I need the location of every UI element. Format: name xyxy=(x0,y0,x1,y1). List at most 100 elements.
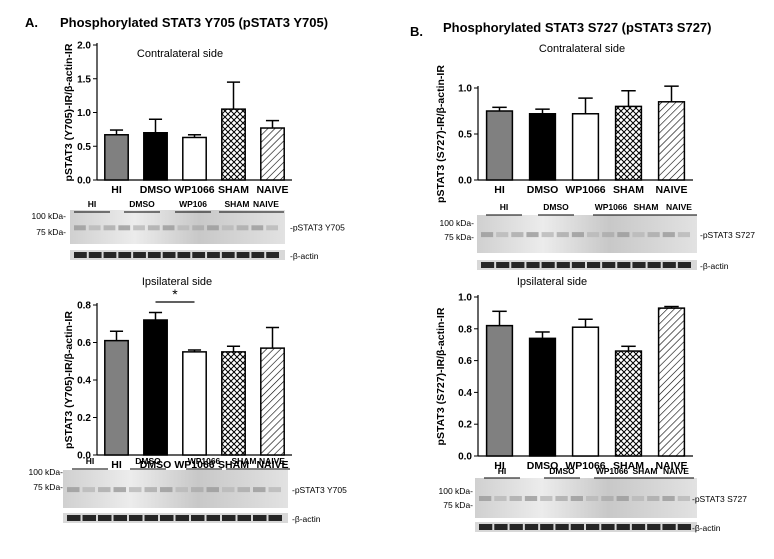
actin-band xyxy=(67,515,81,521)
y-tick-label: 1.0 xyxy=(458,293,472,304)
blot-group-label: NAIVE xyxy=(253,199,279,209)
x-tick-label: NAIVE xyxy=(256,184,288,196)
protein-band xyxy=(662,232,675,238)
actin-band xyxy=(129,515,143,521)
y-tick-label: 0.0 xyxy=(77,176,91,187)
bar-sham xyxy=(614,105,643,181)
y-tick-label: 0.4 xyxy=(458,388,472,399)
x-tick-label: WP1066 xyxy=(174,184,214,196)
protein-band xyxy=(177,225,190,231)
band-label: -β-actin xyxy=(692,523,721,533)
x-tick-label: DMSO xyxy=(140,184,172,196)
chart-a-contralateral: Contralateral side pSTAT3 (Y705)-IR/β-act… xyxy=(63,41,292,196)
protein-band xyxy=(237,487,250,493)
protein-band xyxy=(253,487,266,493)
actin-band xyxy=(191,515,205,521)
protein-band xyxy=(268,487,281,493)
y-axis-label: pSTAT3 (Y705)-IR/β-actin-IR xyxy=(63,43,75,181)
actin-band xyxy=(494,524,508,530)
actin-band xyxy=(587,262,601,268)
protein-band xyxy=(570,496,583,501)
protein-band xyxy=(647,232,660,238)
actin-band xyxy=(540,524,554,530)
protein-band xyxy=(103,225,116,231)
blot-group-label: WP1066 xyxy=(595,202,628,212)
blot-group-label: NAIVE xyxy=(666,202,692,212)
molecular-weight-marker: 100 kDa- xyxy=(439,486,474,496)
actin-band xyxy=(481,262,495,268)
actin-band xyxy=(207,252,220,258)
y-tick-label: 0.2 xyxy=(458,420,472,431)
actin-band xyxy=(496,262,510,268)
actin-band xyxy=(570,524,584,530)
protein-band xyxy=(147,225,160,231)
actin-band xyxy=(662,262,676,268)
actin-band xyxy=(647,262,661,268)
actin-band xyxy=(602,262,616,268)
y-tick-label: 0.5 xyxy=(458,130,472,141)
protein-band xyxy=(602,232,615,238)
bar-sham xyxy=(221,108,246,181)
protein-band xyxy=(221,225,234,231)
blot-group-label: NAIVE xyxy=(663,466,689,476)
actin-band xyxy=(677,262,691,268)
actin-band xyxy=(632,262,646,268)
panel-b-letter: B. xyxy=(410,24,423,39)
actin-band xyxy=(177,252,191,258)
bar-hi xyxy=(485,324,514,457)
protein-band xyxy=(160,487,173,493)
protein-band xyxy=(191,487,204,493)
molecular-weight-marker: 100 kDa- xyxy=(29,467,64,477)
blot-group-label: WP1066 xyxy=(596,466,629,476)
protein-band xyxy=(144,487,157,493)
y-tick-label: 0.6 xyxy=(458,356,472,367)
protein-band xyxy=(207,225,219,231)
blot-group-label: HI xyxy=(500,202,509,212)
protein-band xyxy=(129,487,142,493)
y-tick-label: 0.0 xyxy=(77,451,91,462)
molecular-weight-marker: 100 kDa- xyxy=(440,218,475,228)
y-tick-label: 0.8 xyxy=(77,301,91,312)
protein-band xyxy=(631,496,645,501)
actin-band xyxy=(526,262,540,268)
actin-band xyxy=(617,262,631,268)
actin-band xyxy=(133,252,146,258)
actin-band xyxy=(236,252,250,258)
western-blot-a-top: HI DMSO WP106 SHAM NAIVE 100 kDa- 75 kDa- -pSTA… xyxy=(32,199,346,261)
western-blot-b-bottom: HI DMSO WP1066 SHAM NAIVE 100 kDa- 75 kDa- -pST… xyxy=(439,466,748,533)
panel-a-title: Phosphorylated STAT3 Y705 (pSTAT3 Y705) xyxy=(60,15,328,30)
x-tick-label: DMSO xyxy=(527,184,559,196)
chart-b-contralateral: Contralateral side pSTAT3 (S727)-IR/β-act… xyxy=(435,43,693,203)
y-tick-label: 0.8 xyxy=(458,324,472,335)
protein-band xyxy=(526,232,539,238)
band-label: -β-actin xyxy=(292,514,321,524)
blot-group-label: SHAM xyxy=(632,466,657,476)
protein-band xyxy=(82,487,95,493)
blot-group-label: DMSO xyxy=(129,199,155,209)
band-label: -pSTAT3 S727 xyxy=(692,494,747,504)
actin-band xyxy=(556,262,570,268)
actin-band xyxy=(253,515,267,521)
blot-group-label: WP106 xyxy=(179,199,207,209)
x-tick-label: SHAM xyxy=(613,460,644,472)
bar-naive xyxy=(657,101,686,181)
protein-band xyxy=(556,232,569,238)
blot-group-label: HI xyxy=(88,199,97,209)
x-tick-label: SHAM xyxy=(218,184,249,196)
y-axis-label: pSTAT3 (S727)-IR/β-actin-IR xyxy=(435,65,447,203)
actin-band xyxy=(103,252,117,258)
actin-band xyxy=(511,262,525,268)
actin-band xyxy=(616,524,630,530)
protein-band xyxy=(206,487,219,493)
x-tick-label: SHAM xyxy=(218,459,249,471)
bar-wp1066 xyxy=(571,326,600,457)
bar-wp1066 xyxy=(182,136,207,181)
blot-group-label: NAIVE xyxy=(259,456,285,466)
x-tick-label: NAIVE xyxy=(655,460,687,472)
y-tick-label: 0.0 xyxy=(458,176,472,187)
significance-marker: * xyxy=(172,286,178,302)
bar-sham xyxy=(614,350,643,457)
protein-band xyxy=(662,496,675,501)
actin-band xyxy=(162,252,176,258)
